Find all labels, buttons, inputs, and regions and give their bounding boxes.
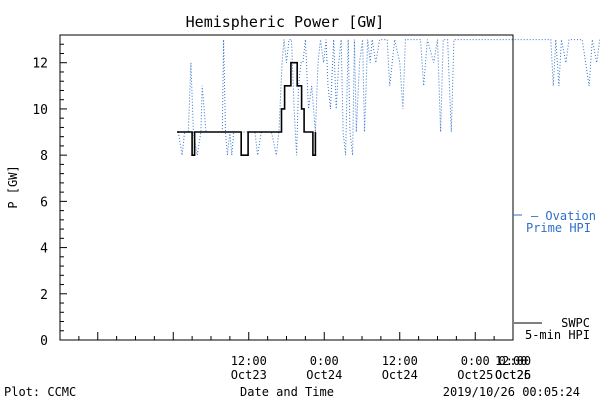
x-tick-time-label: 0:00 bbox=[310, 354, 339, 368]
x-axis: 12:00Oct230:00Oct2412:00Oct240:00Oct2512… bbox=[59, 332, 531, 382]
series-layer bbox=[177, 39, 600, 156]
y-tick-label: 0 bbox=[40, 334, 48, 349]
x-tick-time-label: 0:00 bbox=[499, 354, 528, 368]
series-swpc-5min-hpi bbox=[177, 61, 317, 156]
x-tick-time-label: 0:00 bbox=[461, 354, 490, 368]
series-ovation-prime-hpi bbox=[177, 39, 600, 156]
legend-ovation-line1: – Ovation bbox=[531, 209, 596, 223]
x-tick-date-label: Oct25 bbox=[495, 368, 531, 382]
x-tick-time-label: 12:00 bbox=[495, 354, 531, 368]
y-tick-label: 6 bbox=[40, 195, 48, 210]
x-tick-date-label: Oct24 bbox=[382, 368, 418, 382]
legend-swpc-line2: 5-min HPI bbox=[525, 328, 590, 342]
y-tick-label: 4 bbox=[40, 242, 48, 257]
x-tick-time-label: 12:00 bbox=[231, 354, 267, 368]
chart-title: Hemispheric Power [GW] bbox=[186, 13, 385, 31]
x-axis-label: Date and Time bbox=[240, 385, 334, 399]
footer-plot-credit: Plot: CCMC bbox=[4, 385, 76, 399]
y-axis-label: P [GW] bbox=[6, 165, 20, 208]
series-line bbox=[177, 39, 600, 156]
x-tick-time-label: 12:00 bbox=[382, 354, 418, 368]
legend-ovation-line2: Prime HPI bbox=[526, 221, 591, 235]
x-tick-date-label: Oct24 bbox=[306, 368, 342, 382]
legend-swpc-line1: SWPC bbox=[561, 316, 590, 330]
x-tick-date-label: Oct23 bbox=[231, 368, 267, 382]
x-tick-date-label: Oct25 bbox=[457, 368, 493, 382]
y-tick-label: 10 bbox=[32, 103, 48, 118]
plot-area-frame bbox=[59, 34, 514, 341]
y-tick-label: 8 bbox=[40, 149, 48, 164]
series-line bbox=[177, 61, 317, 156]
footer-timestamp: 2019/10/26 00:05:24 bbox=[443, 385, 580, 399]
x-tick-date-label: Oct26 bbox=[495, 368, 531, 382]
y-axis: 0 2 4 6 8 10 12 bbox=[32, 43, 67, 349]
y-tick-label: 12 bbox=[32, 57, 48, 72]
y-tick-label: 2 bbox=[40, 288, 48, 303]
